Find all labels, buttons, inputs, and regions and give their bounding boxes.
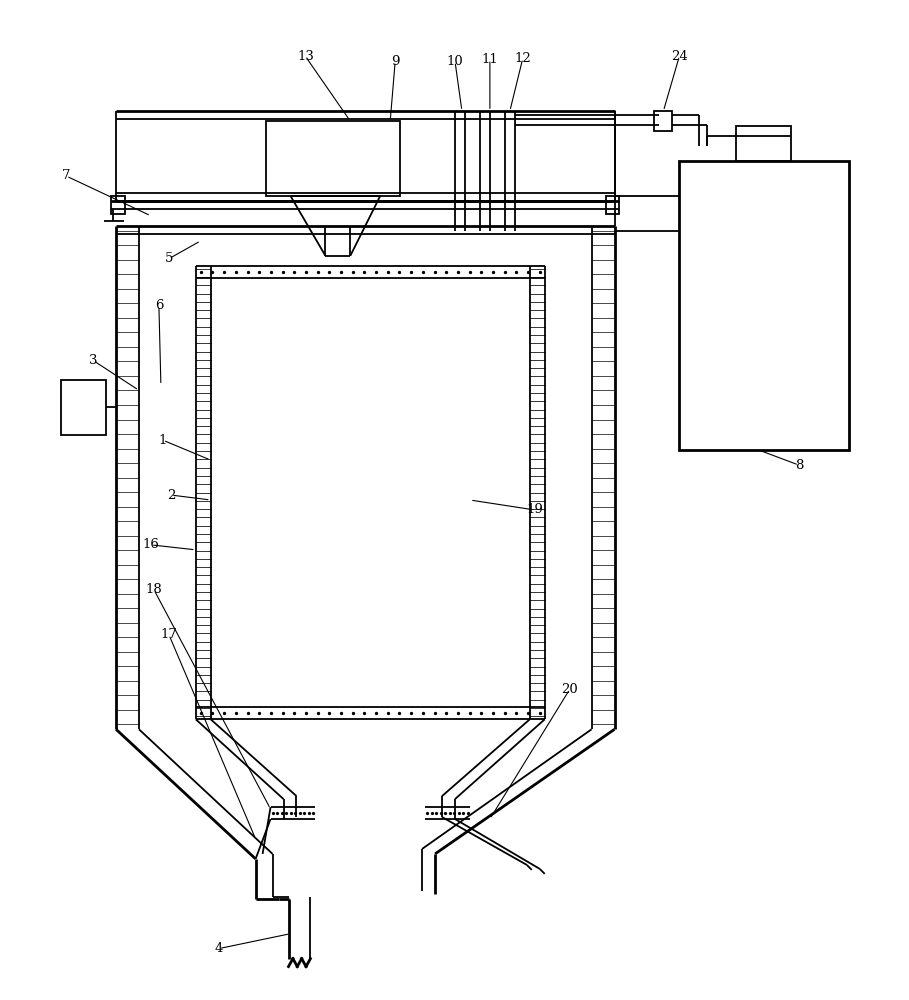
Text: 16: 16: [143, 538, 159, 551]
Text: 2: 2: [166, 489, 175, 502]
Text: 1: 1: [159, 434, 167, 447]
Text: 19: 19: [526, 503, 544, 516]
Text: 10: 10: [446, 55, 464, 68]
Text: 24: 24: [671, 50, 688, 63]
Text: 4: 4: [215, 942, 223, 955]
Text: 18: 18: [145, 583, 163, 596]
Text: 8: 8: [794, 459, 804, 472]
Bar: [61, 380, 106, 435]
Text: 17: 17: [160, 628, 177, 641]
Bar: [736, 126, 791, 161]
Text: 20: 20: [561, 683, 578, 696]
Text: 3: 3: [89, 354, 97, 367]
Text: 11: 11: [482, 53, 498, 66]
Bar: [654, 111, 673, 131]
Text: 9: 9: [391, 55, 399, 68]
Text: 13: 13: [297, 50, 314, 63]
Bar: [111, 196, 125, 214]
Text: 12: 12: [514, 52, 531, 65]
Text: 6: 6: [155, 299, 163, 312]
Text: 5: 5: [165, 252, 173, 265]
Bar: [605, 196, 620, 214]
Text: 7: 7: [62, 169, 70, 182]
Bar: [679, 161, 849, 450]
Bar: [265, 121, 400, 196]
